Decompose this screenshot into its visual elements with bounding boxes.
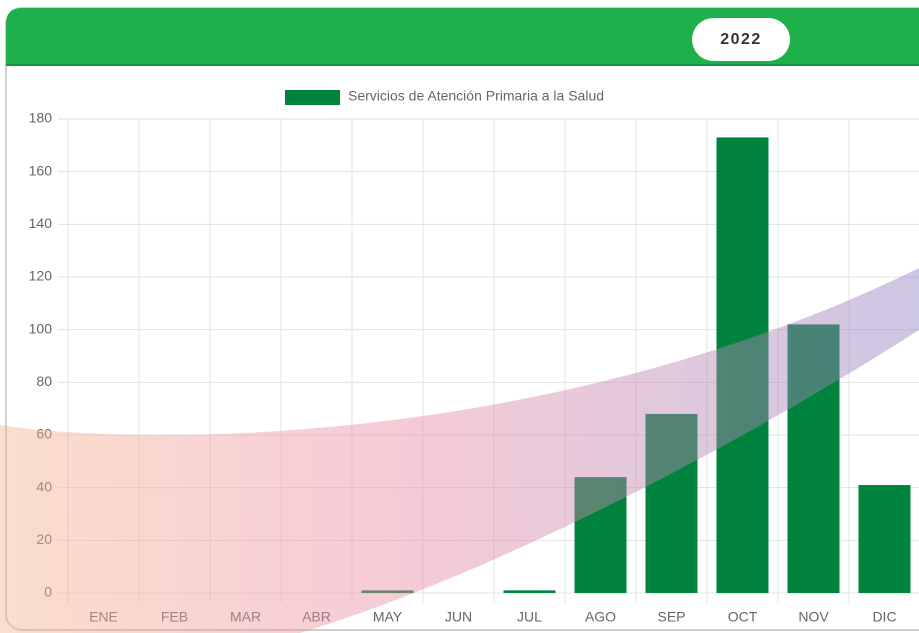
y-tick-label: 40 [36,478,52,494]
x-tick-label: SEP [657,609,685,625]
bar [503,590,556,593]
x-tick-label: FEB [161,609,188,625]
card-header [6,8,919,64]
bar [716,137,769,593]
legend-swatch [285,90,340,105]
y-tick-label: 140 [29,215,53,231]
x-tick-label: JUL [517,609,542,625]
y-tick-label: 0 [44,584,52,600]
bar [858,485,911,593]
bar [361,590,414,593]
bar [787,324,840,593]
bar [574,477,627,593]
x-tick-label: ENE [89,609,118,625]
x-tick-label: DIC [872,609,896,625]
bar [645,413,698,593]
year-pill[interactable] [692,18,790,61]
x-tick-label: MAR [230,609,261,625]
x-tick-label: AGO [585,609,616,625]
legend-label: Servicios de Atención Primaria a la Salu… [348,88,604,104]
year-label[interactable]: 2022 [720,31,762,48]
y-tick-label: 20 [36,531,52,547]
y-tick-label: 160 [29,162,53,178]
y-tick-label: 60 [36,426,52,442]
x-tick-label: ABR [302,609,331,625]
y-tick-label: 120 [29,268,53,284]
x-tick-label: NOV [798,609,829,625]
y-tick-label: 80 [36,373,52,389]
x-tick-label: JUN [445,609,472,625]
y-tick-label: 100 [29,320,53,336]
x-tick-label: OCT [728,609,758,625]
x-tick-label: MAY [373,609,403,625]
y-tick-label: 180 [29,110,53,126]
